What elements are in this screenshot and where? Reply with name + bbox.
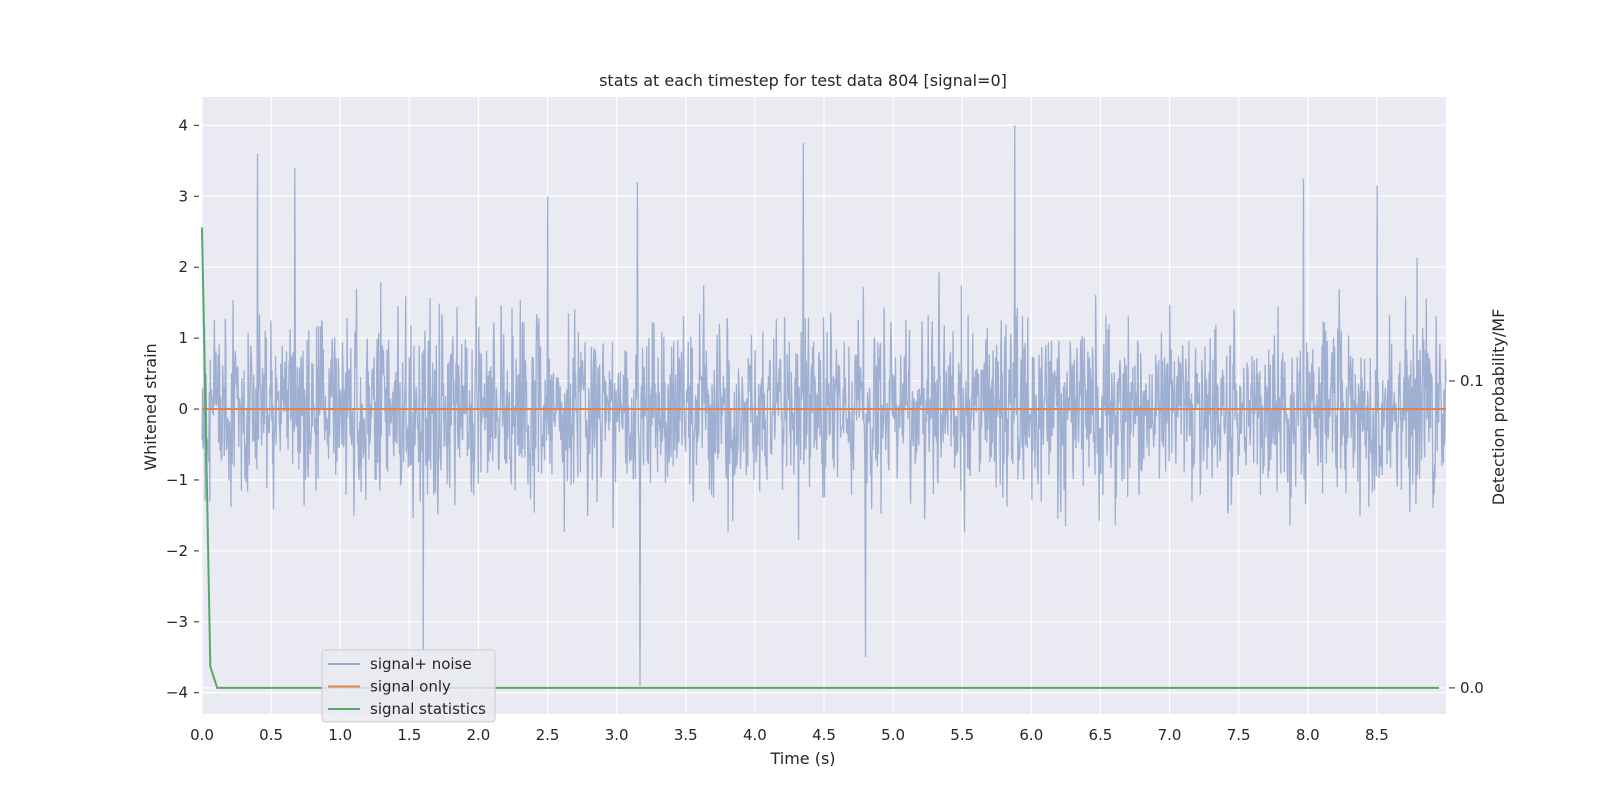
y-tick-label: −2 — [166, 542, 188, 560]
y-tick-label: −1 — [166, 471, 188, 489]
x-tick-label: 2.5 — [536, 726, 560, 744]
signal-statistics-line — [201, 227, 1440, 689]
y-tick-label: 3 — [178, 187, 188, 205]
y-tick-label: 0 — [178, 400, 188, 418]
signal-noise-line — [201, 125, 1447, 686]
x-tick-label: 6.5 — [1089, 726, 1113, 744]
legend: signal+ noise signal only signal statistic… — [321, 649, 496, 723]
x-tick-label: 8.0 — [1296, 726, 1320, 744]
series-layer — [201, 227, 1446, 689]
signal-noise-series — [201, 125, 1447, 686]
x-tick-label: 5.5 — [950, 726, 974, 744]
x-axis: 0.0 0.5 1.0 1.5 2.0 2.5 3.0 3.5 4.0 4.5 5.0 5.5 6.0 6… — [190, 726, 1389, 744]
y-tick-label: 4 — [178, 116, 188, 134]
x-tick-label: 4.5 — [812, 726, 836, 744]
legend-entry: signal only — [370, 678, 451, 696]
x-axis-label: Time (s) — [769, 749, 835, 768]
x-tick-label: 0.5 — [259, 726, 283, 744]
x-tick-label: 2.0 — [467, 726, 491, 744]
y-tick-label: −4 — [166, 684, 188, 702]
chart-title: stats at each timestep for test data 804… — [599, 71, 1007, 90]
y2-axis: 0.1 0.0 — [1449, 372, 1484, 697]
y-tick-label: −3 — [166, 613, 188, 631]
legend-entry: signal+ noise — [370, 655, 472, 673]
x-tick-label: 0.0 — [190, 726, 214, 744]
x-tick-label: 4.0 — [743, 726, 767, 744]
x-tick-label: 7.5 — [1227, 726, 1251, 744]
x-tick-label: 6.0 — [1019, 726, 1043, 744]
x-tick-label: 1.5 — [397, 726, 421, 744]
x-tick-label: 3.0 — [605, 726, 629, 744]
y-tick-label: 1 — [178, 329, 188, 347]
x-tick-label: 7.0 — [1158, 726, 1182, 744]
y-tick-label: 2 — [178, 258, 188, 276]
x-tick-label: 1.0 — [328, 726, 352, 744]
y2-axis-label: Detection probability/MF — [1489, 309, 1508, 506]
y-axis-label: Whitened strain — [141, 343, 160, 470]
y2-tick-label: 0.0 — [1460, 679, 1484, 697]
legend-entry: signal statistics — [370, 700, 486, 718]
y-axis: 4 3 2 1 0 −1 −2 −3 −4 — [166, 116, 199, 702]
x-tick-label: 8.5 — [1365, 726, 1389, 744]
y2-tick-label: 0.1 — [1460, 372, 1484, 390]
x-tick-label: 5.0 — [881, 726, 905, 744]
x-tick-label: 3.5 — [674, 726, 698, 744]
legend-box — [321, 649, 496, 723]
